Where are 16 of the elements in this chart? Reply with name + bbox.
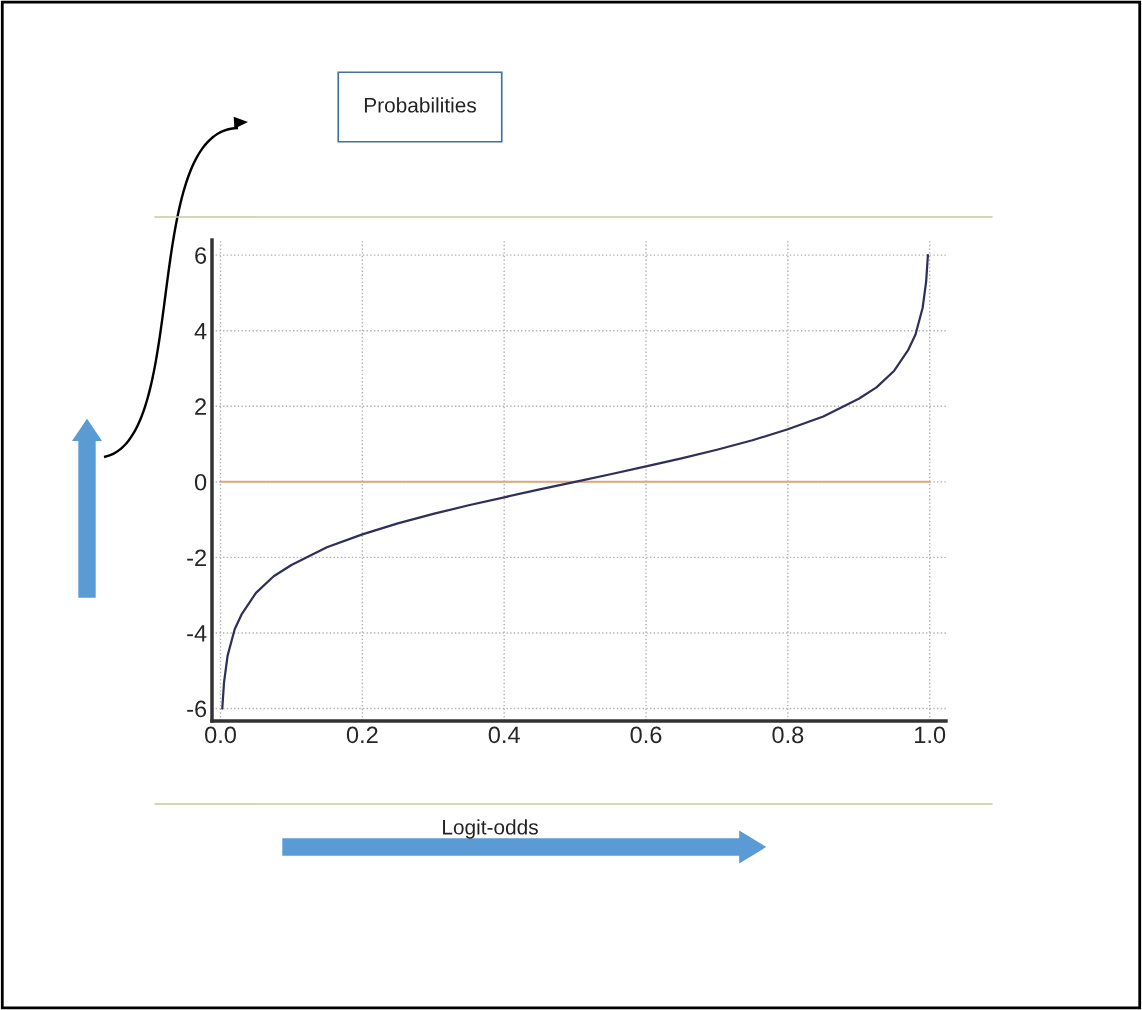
x-tick-label: 0.6 xyxy=(630,726,662,744)
y-tick-label: -4 xyxy=(187,625,207,642)
text: Probabilities xyxy=(364,97,476,113)
y-tick-label: 0 xyxy=(194,473,207,491)
y-tick-label: 2 xyxy=(195,398,206,415)
y-tick-label: 6 xyxy=(195,247,207,264)
y-tick-label: 4 xyxy=(194,323,207,340)
text: Logit-odds xyxy=(443,819,538,839)
x-tick-label: 0.4 xyxy=(488,726,520,744)
x-tick-label: 0.2 xyxy=(346,726,378,744)
x-tick-label: 0.0 xyxy=(205,726,236,744)
y-tick-label: -2 xyxy=(187,549,206,566)
x-tick-label: 1.0 xyxy=(915,726,946,744)
y-tick-label: -6 xyxy=(187,700,207,718)
line-series xyxy=(221,254,930,710)
x-tick-label: 0.8 xyxy=(772,726,804,744)
